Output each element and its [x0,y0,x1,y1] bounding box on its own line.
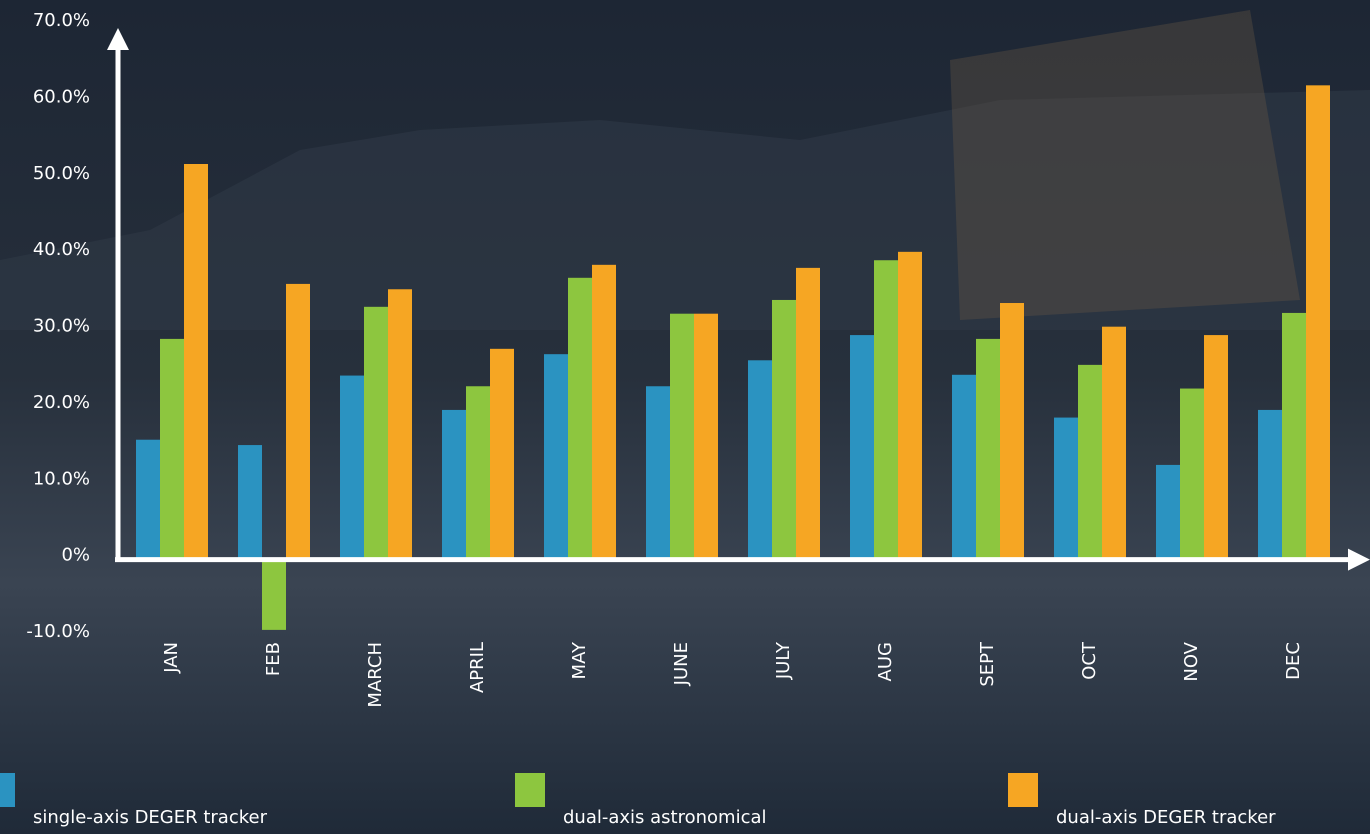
x-tick-label: DEC [1283,642,1304,680]
bar [694,314,718,560]
x-tick-label: JAN [161,642,182,674]
y-tick-label: 10.0% [33,468,90,489]
x-tick-label: APRIL [467,642,488,693]
bar [592,265,616,560]
x-tick-label: OCT [1079,641,1100,680]
bar [670,314,694,560]
bar [340,376,364,560]
x-tick-label: JULY [773,641,794,680]
bar [976,339,1000,560]
y-tick-label: 30.0% [33,316,90,337]
bar [184,164,208,560]
x-tick-label: MARCH [365,642,386,708]
chart: -10.0% 0% 10.0% 20.0% 30.0% 40.0% 50.0% 60.0% 70… [0,0,1370,834]
bar [1000,303,1024,560]
x-tick-label: MAY [569,641,590,679]
bar [568,278,592,560]
bar [466,386,490,559]
page: {"chart_data": { "type": "bar", "categor… [0,0,1370,834]
y-tick-label: 60.0% [33,86,90,107]
bar [874,260,898,559]
y-tick-label: 40.0% [33,239,90,260]
bar [364,307,388,560]
bar [1054,418,1078,560]
bar [646,386,670,559]
bar [238,445,262,560]
bar [1078,365,1102,560]
x-tick-label: AUG [875,642,896,681]
y-tick-label: 0% [61,545,90,566]
x-tick-label: NOV [1181,641,1202,681]
legend-label: dual-axis DEGER tracker [1056,807,1276,828]
bar [490,349,514,560]
bar [1180,389,1204,560]
y-tick-label: 20.0% [33,392,90,413]
bar [388,289,412,559]
bar [1258,410,1282,560]
bar [850,335,874,560]
bar [136,440,160,560]
legend-swatch [0,773,15,807]
bar [748,360,772,559]
bar [544,354,568,559]
background-panel [950,10,1300,320]
bar [796,268,820,560]
legend-label: single-axis DEGER tracker [33,807,268,828]
legend-swatch [515,773,545,807]
bar [160,339,184,560]
bar [898,252,922,560]
bar [1156,465,1180,560]
x-tick-label: SEPT [977,641,998,687]
x-tick-label: JUNE [671,642,692,686]
bar [1306,85,1330,559]
y-tick-label: -10.0% [26,621,90,642]
legend-swatch [1008,773,1038,807]
bar [1282,313,1306,560]
bar [772,300,796,560]
bar [952,375,976,560]
bar [262,560,286,630]
bar [1102,327,1126,560]
y-tick-label: 50.0% [33,163,90,184]
x-tick-label: FEB [263,642,284,676]
bar [1204,335,1228,560]
y-tick-label: 70.0% [33,10,90,31]
bar [442,410,466,560]
legend-label: dual-axis astronomical [563,807,767,828]
bar [286,284,310,560]
